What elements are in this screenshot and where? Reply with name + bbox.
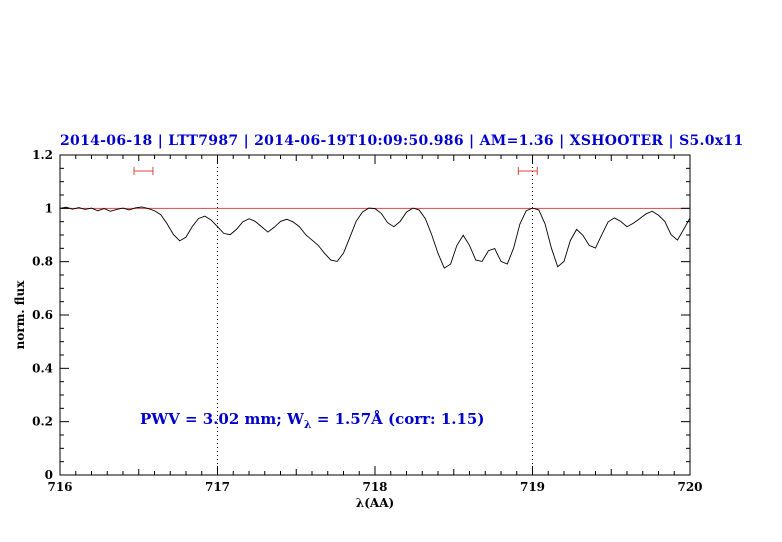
plot-title: 2014-06-18 | LTT7987 | 2014-06-19T10:09:… bbox=[60, 133, 744, 149]
pwv-annotation: PWV = 3.02 mm; Wλ = 1.57Å (corr: 1.15) bbox=[140, 410, 484, 431]
y-tick-label: 0.6 bbox=[32, 308, 53, 322]
x-tick-label: 716 bbox=[47, 480, 72, 494]
x-axis-label: λ(AA) bbox=[355, 496, 395, 510]
pwv-annotation-pre: PWV = 3.02 mm; W bbox=[140, 410, 304, 428]
y-tick-label: 1.2 bbox=[32, 148, 53, 162]
x-tick-label: 719 bbox=[520, 480, 545, 494]
y-tick-label: 0 bbox=[45, 468, 53, 482]
x-tick-label: 718 bbox=[362, 480, 387, 494]
x-tick-label: 720 bbox=[677, 480, 702, 494]
spectrum-line bbox=[59, 206, 691, 269]
pwv-annotation-post: = 1.57Å (corr: 1.15) bbox=[311, 410, 485, 428]
y-axis-label: norm. flux bbox=[13, 280, 27, 350]
y-tick-label: 0.4 bbox=[32, 361, 53, 375]
y-tick-label: 0.2 bbox=[32, 415, 53, 429]
x-tick-label: 717 bbox=[205, 480, 230, 494]
y-tick-label: 0.8 bbox=[32, 255, 53, 269]
pwv-annotation-subscript: λ bbox=[303, 418, 312, 431]
y-tick-label: 1 bbox=[45, 201, 53, 215]
